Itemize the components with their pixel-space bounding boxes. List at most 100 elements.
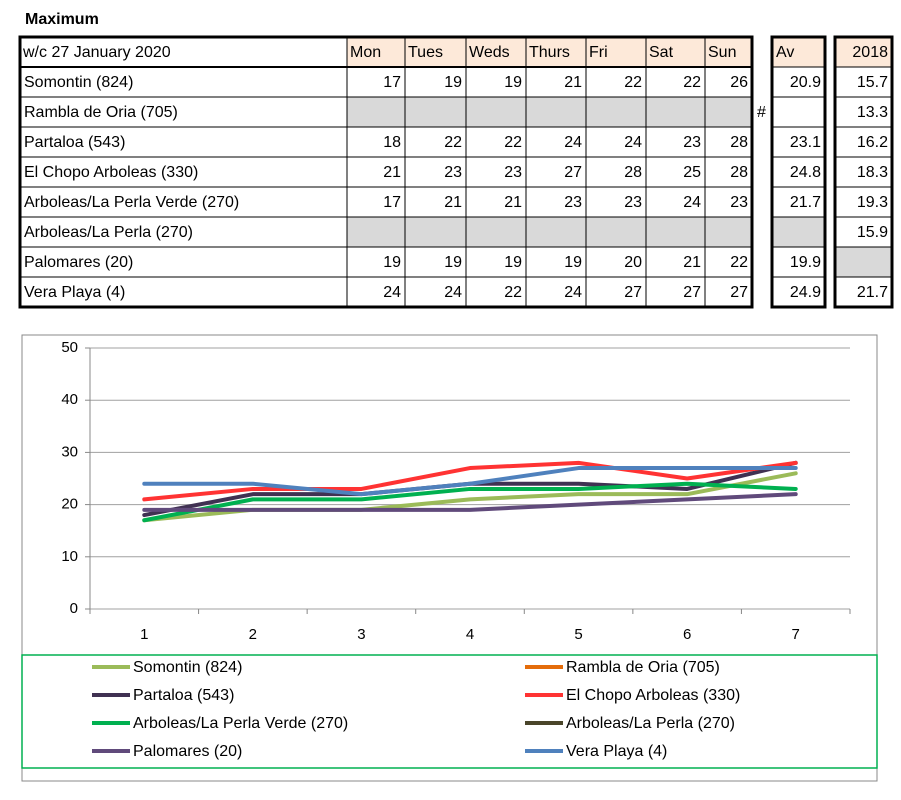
year-cell (834, 246, 893, 278)
cell-value: 23 (624, 194, 642, 211)
cell-value: 19 (444, 74, 462, 91)
year-value: 15.7 (857, 74, 888, 91)
value-cell (585, 96, 647, 128)
value-cell (346, 216, 406, 248)
value-cell (645, 246, 706, 278)
av-cell (771, 186, 826, 218)
value-cell (585, 216, 647, 248)
legend-label: Arboleas/La Perla Verde (270) (133, 715, 348, 732)
cell-value: 18 (383, 134, 401, 151)
cell-value: 21 (444, 194, 462, 211)
cell-value: 21 (383, 164, 401, 181)
name-cell (19, 96, 348, 128)
legend-label: El Chopo Arboleas (330) (566, 687, 740, 704)
chart-frame (21, 334, 878, 782)
name-cell (19, 246, 348, 278)
row-name: Vera Playa (4) (24, 284, 125, 301)
year-value: 15.9 (857, 224, 888, 241)
header-label: Tues (408, 44, 443, 61)
av-cell (771, 66, 826, 98)
year-value: 16.2 (857, 134, 888, 151)
value-cell (585, 66, 647, 98)
cell-value: 24 (564, 134, 582, 151)
legend-label: Somontin (824) (133, 659, 242, 676)
cell-value: 28 (624, 164, 642, 181)
y-tick-label: 0 (70, 600, 78, 617)
header-label: Av (776, 44, 794, 61)
y-tick-label: 10 (61, 548, 78, 565)
header-cell (585, 36, 647, 68)
av-cell (771, 276, 826, 308)
cell-value: 17 (383, 194, 401, 211)
value-cell (645, 186, 706, 218)
axis: 0 10 20 30 40 50 1 2 3 4 5 6 7 (61, 339, 851, 643)
cell-value: 24 (444, 284, 462, 301)
cell-value: 27 (564, 164, 582, 181)
y-tick-label: 50 (61, 339, 78, 356)
row-note: # (757, 104, 766, 121)
value-cell (645, 276, 706, 308)
series-line (142, 460, 798, 502)
legend-label: Palomares (20) (133, 743, 242, 760)
table-border (18, 35, 754, 309)
year-cell (834, 66, 893, 98)
header-label: w/c 27 January 2020 (22, 44, 171, 61)
av-value: 21.7 (790, 194, 821, 211)
cell-value: 23 (504, 164, 522, 181)
cell-value: 22 (624, 74, 642, 91)
av-cell (771, 216, 826, 248)
row-name: Palomares (20) (24, 254, 133, 271)
av-border (770, 35, 827, 309)
value-cell (346, 96, 406, 128)
header-cell (19, 36, 348, 68)
row-name: Arboleas/La Perla (270) (24, 224, 193, 241)
cell-value: 24 (624, 134, 642, 151)
x-tick-label: 5 (574, 626, 582, 643)
y-tick-label: 30 (61, 443, 78, 460)
value-cell (404, 96, 467, 128)
cell-value: 21 (683, 254, 701, 271)
header-cell (704, 36, 753, 68)
year-cell (834, 156, 893, 188)
value-cell (404, 186, 467, 218)
y-tick-label: 20 (61, 496, 78, 513)
av-value: 24.9 (790, 284, 821, 301)
cell-value: 22 (730, 254, 748, 271)
cell-value: 19 (383, 254, 401, 271)
value-cell (465, 276, 527, 308)
value-cell (704, 216, 753, 248)
row-name: Partaloa (543) (24, 134, 125, 151)
value-cell (525, 96, 587, 128)
name-cell (19, 186, 348, 218)
value-cell (465, 186, 527, 218)
year-border (833, 35, 894, 309)
av-value: 24.8 (790, 164, 821, 181)
row-name: Somontin (824) (24, 74, 133, 91)
value-cell (525, 216, 587, 248)
row-name: Arboleas/La Perla Verde (270) (24, 194, 239, 211)
x-tick-label: 2 (249, 626, 257, 643)
header-label: Thurs (529, 44, 570, 61)
x-tick-label: 7 (792, 626, 800, 643)
header-cell (346, 36, 406, 68)
av-cell (771, 96, 826, 128)
av-cell (771, 126, 826, 158)
value-cell (585, 126, 647, 158)
name-cell (19, 276, 348, 308)
year-value: 13.3 (857, 104, 888, 121)
name-cell (19, 126, 348, 158)
av-value: 23.1 (790, 134, 821, 151)
header-label: Sat (649, 44, 674, 61)
value-cell (465, 96, 527, 128)
header-label: Fri (589, 44, 608, 61)
row-name: El Chopo Arboleas (330) (24, 164, 198, 181)
cell-value: 27 (683, 284, 701, 301)
series-line (142, 481, 798, 523)
cell-value: 27 (730, 284, 748, 301)
x-tick-label: 4 (466, 626, 474, 643)
cell-value: 28 (730, 164, 748, 181)
header-label: Mon (350, 44, 381, 61)
header-label: Weds (469, 44, 510, 61)
value-cell (525, 246, 587, 278)
